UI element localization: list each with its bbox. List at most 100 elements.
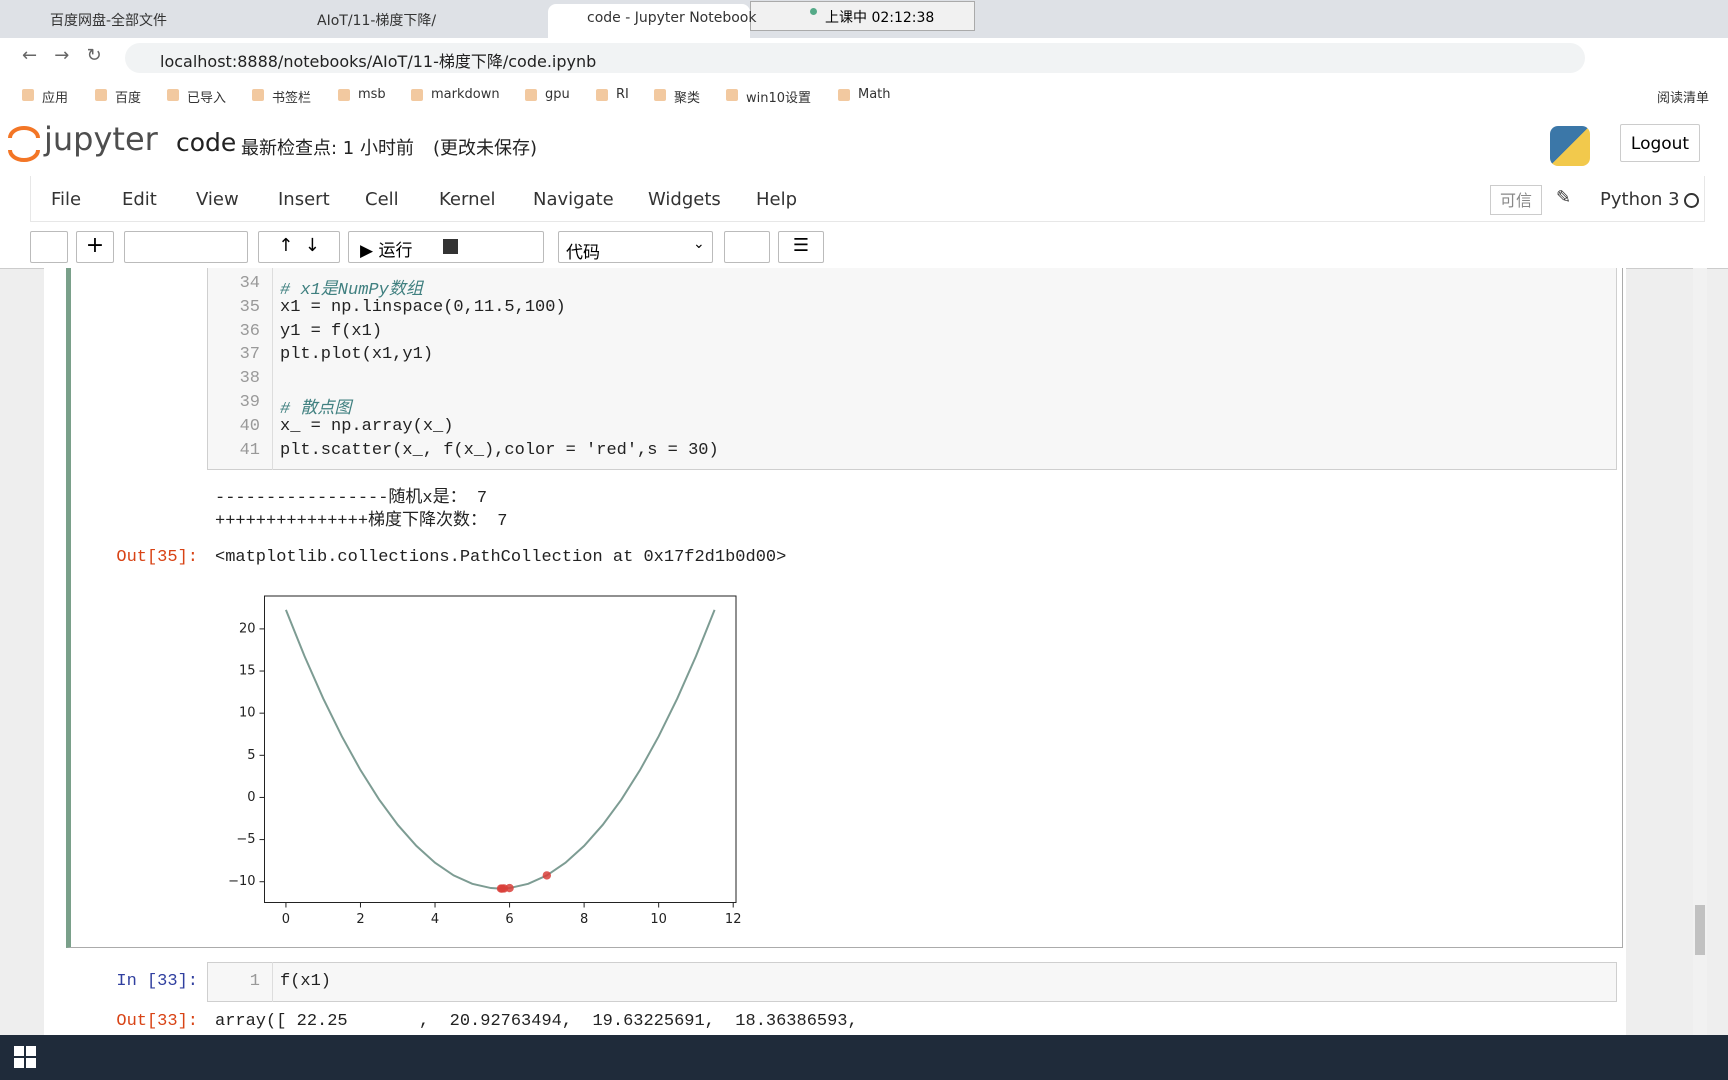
out-prompt: Out[35]: — [116, 548, 198, 567]
x-tick-label: 12 — [725, 912, 742, 927]
taskbar — [0, 1035, 1728, 1080]
line-number: 37 — [239, 345, 260, 365]
scatter-point — [496, 884, 506, 893]
menu-bar — [30, 176, 1705, 222]
checkpoint: 最新检查点: 1 小时前 — [241, 138, 414, 159]
bookmark[interactable]: 已导入 — [187, 91, 227, 106]
code-line[interactable]: x1 = np.linspace(0,11.5,100) — [280, 297, 566, 317]
line-number: 41 — [239, 440, 260, 460]
bookmark[interactable]: gpu — [545, 87, 570, 102]
scatter-point — [542, 871, 552, 880]
menu-item[interactable]: Help — [756, 189, 798, 210]
x-tick-label: 10 — [650, 912, 667, 927]
bookmark[interactable]: win10设置 — [746, 91, 812, 106]
code-input[interactable] — [207, 962, 1617, 1002]
start-button[interactable] — [14, 1046, 36, 1068]
menu-item[interactable]: Edit — [122, 189, 157, 210]
menu-item[interactable]: Navigate — [533, 189, 614, 210]
logout-button[interactable]: Logout — [1620, 124, 1700, 162]
move-buttons[interactable]: ↑ ↓ — [258, 231, 340, 263]
selected-cell[interactable] — [66, 268, 1623, 948]
y-tick-label: 10 — [239, 706, 256, 721]
cell-type[interactable]: 代码 — [566, 243, 600, 263]
code-input[interactable] — [207, 268, 1617, 470]
tab-title[interactable]: 百度网盘-全部文件 — [50, 13, 168, 29]
bookmark-icon — [338, 89, 350, 101]
notebook-name[interactable]: code — [176, 128, 237, 157]
bookmark-icon — [726, 89, 738, 101]
scrollbar-thumb[interactable] — [1695, 905, 1705, 955]
code-line[interactable]: plt.plot(x1,y1) — [280, 345, 434, 365]
y-tick-label: 20 — [239, 621, 256, 636]
bookmark[interactable]: 书签栏 — [272, 91, 312, 106]
save-button[interactable] — [30, 231, 68, 263]
bookmark[interactable]: 阅读清单 — [1657, 91, 1710, 106]
x-tick-label: 4 — [431, 912, 439, 927]
y-tick-label: 15 — [239, 664, 256, 679]
url-box[interactable] — [125, 43, 1585, 73]
run-label[interactable]: 运行 — [378, 241, 413, 261]
unsaved: (更改未保存) — [433, 138, 538, 159]
x-tick-label: 8 — [580, 912, 588, 927]
bookmark[interactable]: RI — [616, 87, 629, 102]
code-line[interactable]: plt.scatter(x_, f(x_),color = 'red',s = … — [280, 440, 719, 460]
scrollbar — [1693, 268, 1707, 1035]
cell-type-select[interactable] — [558, 231, 713, 263]
toc-button[interactable]: ☰ — [778, 231, 824, 263]
bookmark-icon — [596, 89, 608, 101]
line-number: 39 — [239, 393, 260, 412]
code-line[interactable]: x_ = np.array(x_) — [280, 416, 454, 436]
line-number: 36 — [239, 321, 260, 341]
recording-text: 上课中 02:12:38 — [825, 10, 935, 26]
code-line[interactable]: # 散点图 — [280, 400, 352, 419]
out-prompt: Out[33]: — [116, 1012, 198, 1031]
clipboard-buttons[interactable] — [124, 231, 248, 263]
bookmark-icon — [525, 89, 537, 101]
code-line[interactable]: f(x1) — [280, 972, 332, 991]
bookmark-icon — [838, 89, 850, 101]
in-prompt: In [33]: — [116, 972, 198, 991]
run-button[interactable]: ▶ 运行 — [360, 241, 413, 261]
python-logo — [1550, 126, 1590, 166]
add-button[interactable]: + — [76, 231, 114, 263]
tab-title[interactable]: AIoT/11-梯度下降/ — [317, 13, 437, 29]
bookmark[interactable]: 聚类 — [674, 91, 701, 106]
menu-item[interactable]: Insert — [278, 189, 330, 210]
axes-frame — [264, 595, 737, 903]
code-line[interactable]: y1 = f(x1) — [280, 321, 383, 341]
menu-item[interactable]: Widgets — [648, 189, 721, 210]
keyboard-button[interactable] — [724, 231, 770, 263]
menu-item[interactable]: Cell — [365, 189, 399, 210]
jupyter-logo[interactable]: jupyter — [44, 120, 158, 158]
bookmark-icon — [411, 89, 423, 101]
line-number: 40 — [239, 416, 260, 436]
active-tab[interactable] — [548, 4, 750, 38]
bookmark-icon — [95, 89, 107, 101]
tab-title[interactable]: code - Jupyter Notebook — [587, 10, 757, 26]
menu-item[interactable]: Kernel — [439, 189, 496, 210]
menu-item[interactable]: View — [196, 189, 239, 210]
jupyter-logo-icon — [8, 126, 40, 162]
url[interactable]: localhost:8888/notebooks/AIoT/11-梯度下降/co… — [160, 52, 597, 71]
bookmark[interactable]: markdown — [431, 87, 500, 102]
bookmark[interactable]: Math — [858, 87, 891, 102]
output-text: array([ 22.25 , 20.92763494, 19.63225691… — [215, 1012, 858, 1031]
stdout-line: +++++++++++++++梯度下降次数： 7 — [215, 512, 508, 531]
y-tick-label: −10 — [228, 874, 255, 889]
trusted[interactable]: 可信 — [1490, 185, 1542, 215]
bookmark-icon — [22, 89, 34, 101]
x-tick-label: 2 — [356, 912, 364, 927]
curve — [285, 609, 716, 890]
bookmark[interactable]: 应用 — [42, 91, 69, 106]
bookmark[interactable]: 百度 — [115, 91, 142, 106]
line-number: 38 — [239, 369, 260, 389]
kernel-name: Python 3 — [1600, 189, 1680, 210]
line-number: 34 — [239, 274, 260, 293]
menu-item[interactable]: File — [51, 189, 82, 210]
bookmark[interactable]: msb — [358, 87, 386, 102]
stdout-line: -----------------随机x是： 7 — [215, 489, 488, 508]
code-line[interactable]: # x1是NumPy数组 — [280, 281, 423, 300]
bookmark-icon — [167, 89, 179, 101]
y-tick-label: 5 — [247, 748, 255, 763]
